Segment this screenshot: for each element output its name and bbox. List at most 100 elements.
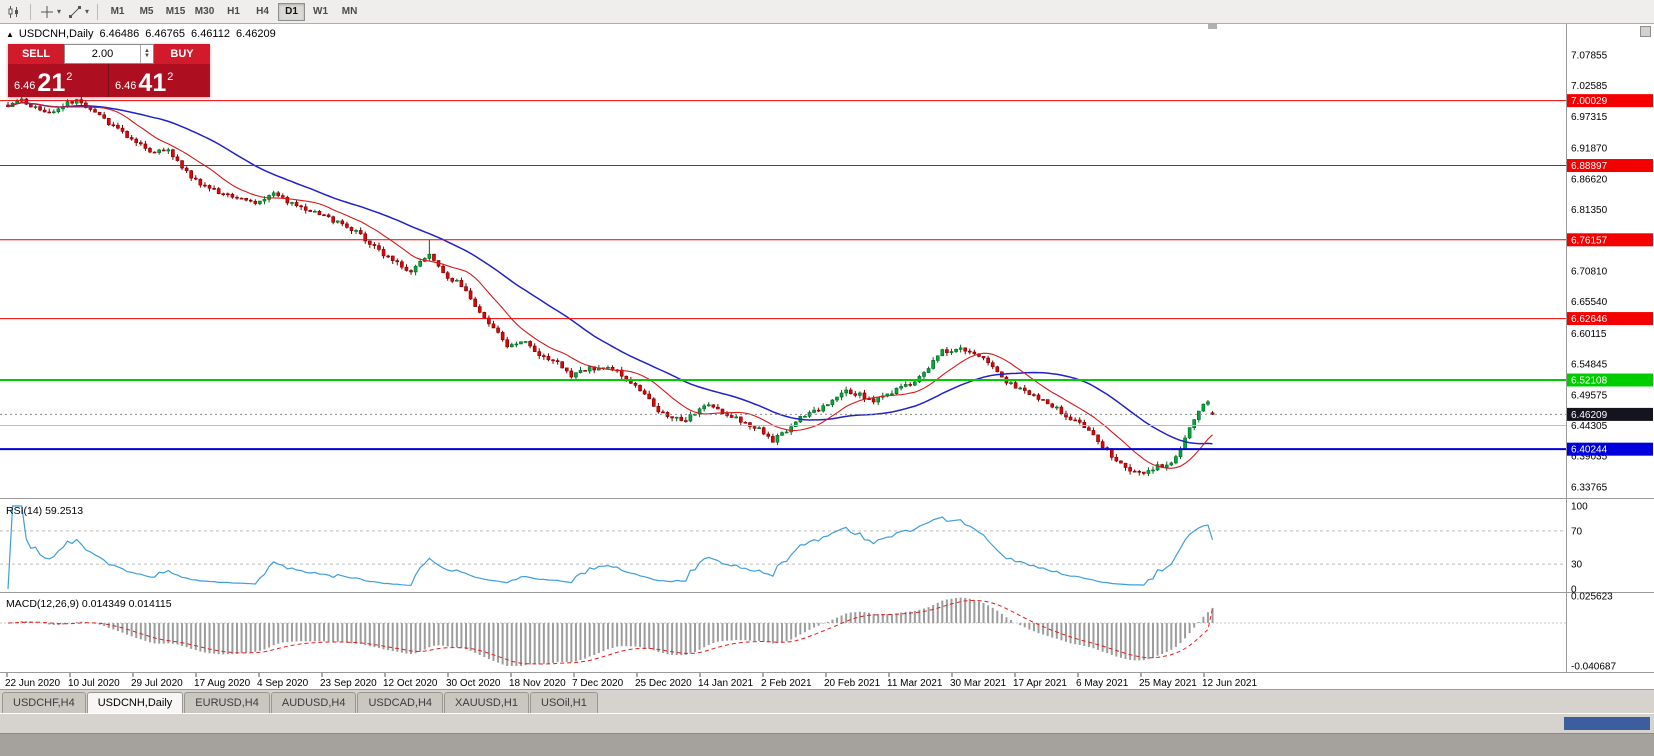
date-axis-label: 29 Jul 2020	[131, 678, 183, 689]
price-badge-label: 6.62646	[1571, 314, 1608, 325]
macd-axis-label: -0.040687	[1571, 662, 1616, 673]
chart-symbol-label: USDCNH,Daily	[18, 28, 94, 40]
top-toolbar: ▾ ▾ M1 M5 M15 M30 H1 H4 D1 W1 MN	[0, 0, 1654, 24]
ohlc-low: 6.46112	[191, 28, 230, 40]
ohlc-high: 6.46765	[145, 28, 186, 40]
date-axis-label: 7 Dec 2020	[572, 678, 624, 689]
date-axis-label: 17 Aug 2020	[194, 678, 251, 689]
chevron-down-icon: ▾	[85, 7, 90, 16]
price-axis-label: 6.33765	[1571, 482, 1608, 493]
date-axis-label: 18 Nov 2020	[509, 678, 566, 689]
chart-type-button[interactable]	[4, 2, 24, 21]
price-badge-label: 6.88897	[1571, 161, 1608, 172]
date-axis-label: 23 Sep 2020	[320, 678, 377, 689]
volume-input[interactable]: 2.00 ▲ ▼	[64, 44, 154, 64]
one-click-trading-panel: SELL 2.00 ▲ ▼ BUY 6.46 21 2 6.46 41 2	[8, 44, 210, 97]
tab-usdchf-h4[interactable]: USDCHF,H4	[2, 692, 86, 713]
date-axis-label: 22 Jun 2020	[5, 678, 60, 689]
chart-scroll-button[interactable]	[1640, 26, 1651, 37]
chart-header: ▲ USDCNH,Daily 6.46486 6.46765 6.46112 6…	[6, 28, 276, 40]
trade-panel-toggle-icon[interactable]: ▲	[6, 29, 14, 39]
timeframe-button-h4[interactable]: H4	[249, 3, 276, 21]
trendline-icon	[69, 5, 82, 18]
price-badge	[1567, 94, 1653, 108]
buy-button[interactable]: BUY	[154, 44, 210, 64]
tab-usdcad-h4[interactable]: USDCAD,H4	[357, 692, 444, 713]
tab-usoil-h1[interactable]: USOil,H1	[530, 692, 598, 713]
timeframe-button-m15[interactable]: M15	[162, 3, 189, 21]
timeframe-button-w1[interactable]: W1	[307, 3, 334, 21]
timeframe-button-h1[interactable]: H1	[220, 3, 247, 21]
date-axis-label: 25 Dec 2020	[635, 678, 692, 689]
price-axis-label: 6.97315	[1571, 112, 1608, 123]
spin-down-icon[interactable]: ▼	[144, 53, 150, 59]
price-badge-label: 6.76157	[1571, 235, 1608, 246]
timeframe-button-d1[interactable]: D1	[278, 2, 306, 21]
tab-usdcnh-daily[interactable]: USDCNH,Daily	[86, 692, 184, 713]
timeframe-button-m5[interactable]: M5	[133, 3, 160, 21]
date-axis-label: 12 Oct 2020	[383, 678, 438, 689]
rsi-axis-label: 30	[1571, 560, 1583, 571]
buy-price-pips: 41	[138, 69, 167, 97]
rsi-axis-label: 100	[1571, 502, 1588, 513]
macd-signal-line	[7, 599, 1213, 665]
candlestick-chart-icon	[8, 5, 18, 18]
buy-price-display[interactable]: 6.46 41 2	[109, 64, 210, 97]
candles	[6, 96, 1215, 477]
price-axis-label: 6.86620	[1571, 174, 1608, 185]
crosshair-icon	[41, 5, 53, 18]
date-axis-label: 10 Jul 2020	[68, 678, 120, 689]
timeframe-button-m1[interactable]: M1	[104, 3, 131, 21]
chart-tab-bar: USDCHF,H4 USDCNH,Daily EURUSD,H4 AUDUSD,…	[0, 689, 1654, 713]
timeframe-button-mn[interactable]: MN	[336, 3, 363, 21]
price-badge	[1567, 159, 1653, 173]
macd-axis-label: 0.025623	[1571, 592, 1613, 603]
price-axis-label: 6.91870	[1571, 144, 1608, 155]
price-axis-label: 6.70810	[1571, 266, 1608, 277]
ma-fast-line	[7, 102, 1213, 469]
crosshair-button[interactable]	[37, 2, 57, 21]
date-axis-label: 14 Jan 2021	[698, 678, 753, 689]
scroll-position-marker	[1208, 24, 1217, 29]
sell-price-display[interactable]: 6.46 21 2	[8, 64, 109, 97]
price-axis-label: 6.39035	[1571, 452, 1608, 463]
toolbar-separator	[97, 3, 99, 20]
price-badge-label: 7.00029	[1571, 96, 1608, 107]
sell-price-point: 2	[66, 71, 73, 83]
line-studies-button[interactable]	[65, 2, 85, 21]
spin-up-icon[interactable]: ▲	[144, 48, 150, 54]
price-axis-label: 6.81350	[1571, 205, 1608, 216]
date-axis-label: 11 Mar 2021	[887, 678, 943, 689]
rsi-label: RSI(14) 59.2513	[6, 505, 83, 517]
timeframe-button-m30[interactable]: M30	[191, 3, 218, 21]
date-axis-label: 2 Feb 2021	[761, 678, 812, 689]
date-axis-label: 4 Sep 2020	[257, 678, 309, 689]
chart-canvas[interactable]: 7.07855 7.02585 6.97315 6.91870 6.86620 6.813…	[0, 24, 1654, 689]
ohlc-open: 6.46486	[99, 28, 140, 40]
status-indicator	[1564, 717, 1650, 730]
price-axis-label: 6.65540	[1571, 297, 1608, 308]
tab-audusd-h4[interactable]: AUDUSD,H4	[270, 692, 357, 713]
sell-button[interactable]: SELL	[8, 44, 64, 64]
date-axis-label: 6 May 2021	[1076, 678, 1129, 689]
buy-price-point: 2	[167, 71, 174, 83]
price-badge	[1567, 233, 1653, 247]
rsi-axis-label: 0	[1571, 585, 1577, 596]
price-badge	[1567, 442, 1653, 456]
tab-xauusd-h1[interactable]: XAUUSD,H1	[444, 692, 529, 713]
ma-slow-line	[7, 101, 1213, 445]
volume-value[interactable]: 2.00	[91, 48, 114, 60]
sell-price-pips: 21	[37, 69, 66, 97]
price-axis-label: 6.49575	[1571, 390, 1608, 401]
window-bottom-strip	[0, 733, 1654, 756]
date-axis-label: 30 Mar 2021	[950, 678, 1007, 689]
volume-stepper[interactable]: ▲ ▼	[140, 45, 153, 63]
date-axis-label: 17 Apr 2021	[1013, 678, 1067, 689]
tab-eurusd-h4[interactable]: EURUSD,H4	[184, 692, 270, 713]
price-axis-label: 7.02585	[1571, 81, 1608, 92]
rsi-axis-label: 70	[1571, 526, 1583, 537]
price-badge-label: 6.46209	[1571, 410, 1608, 421]
status-bar	[0, 713, 1654, 756]
date-axis-label: 20 Feb 2021	[824, 678, 881, 689]
toolbar-separator	[30, 3, 31, 20]
